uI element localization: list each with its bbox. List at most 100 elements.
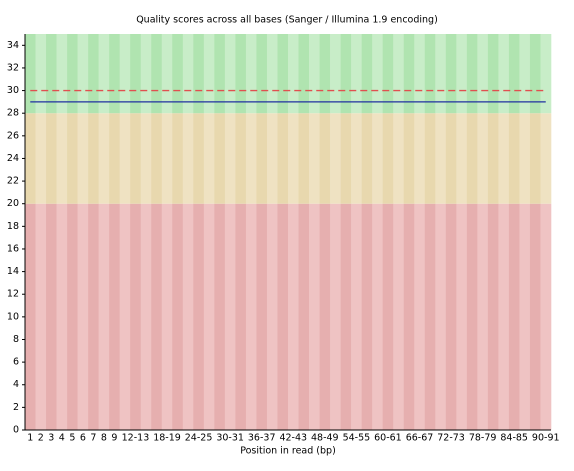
quality-band xyxy=(151,203,163,430)
y-tick-label: 14 xyxy=(7,266,19,277)
quality-band xyxy=(46,113,57,204)
quality-band xyxy=(309,113,320,204)
quality-band xyxy=(98,113,110,204)
x-tick-label: 1 xyxy=(27,433,33,444)
quality-band xyxy=(414,203,426,430)
quality-band xyxy=(182,34,194,114)
x-tick-label: 3 xyxy=(48,433,54,444)
quality-band xyxy=(140,113,152,204)
quality-band xyxy=(487,113,499,204)
quality-band xyxy=(330,113,341,204)
quality-band xyxy=(46,203,57,430)
quality-band xyxy=(277,113,289,204)
y-tick-label: 6 xyxy=(13,357,19,368)
quality-band xyxy=(372,34,383,114)
quality-band xyxy=(151,34,163,114)
y-tick-label: 32 xyxy=(7,62,19,73)
quality-band xyxy=(466,113,478,204)
quality-band xyxy=(445,113,457,204)
y-tick-label: 34 xyxy=(7,40,19,51)
x-tick-label: 30-31 xyxy=(216,433,244,444)
quality-band xyxy=(498,203,510,430)
y-tick-label: 24 xyxy=(7,153,19,164)
quality-band xyxy=(435,203,447,430)
quality-band xyxy=(266,34,278,114)
x-tick-label: 54-55 xyxy=(343,433,371,444)
quality-band xyxy=(445,203,457,430)
quality-band xyxy=(56,203,68,430)
quality-band xyxy=(393,34,405,114)
quality-band xyxy=(319,34,331,114)
quality-band xyxy=(161,113,173,204)
quality-band xyxy=(508,113,520,204)
quality-band xyxy=(466,203,478,430)
quality-band xyxy=(508,203,520,430)
quality-band xyxy=(77,34,89,114)
x-tick-label: 84-85 xyxy=(500,433,528,444)
quality-band xyxy=(519,203,531,430)
quality-band xyxy=(193,113,205,204)
quality-band xyxy=(224,34,236,114)
quality-band xyxy=(35,113,47,204)
quality-band xyxy=(487,34,499,114)
quality-band xyxy=(445,34,457,114)
x-tick-label: 78-79 xyxy=(469,433,497,444)
quality-band xyxy=(382,34,394,114)
chart-title: Quality scores across all bases (Sanger … xyxy=(136,15,438,26)
x-tick-label: 24-25 xyxy=(185,433,213,444)
quality-band xyxy=(203,203,215,430)
quality-band xyxy=(109,34,120,114)
quality-band xyxy=(424,34,436,114)
quality-band xyxy=(214,203,226,430)
quality-band xyxy=(266,203,278,430)
quality-band xyxy=(140,203,152,430)
quality-band xyxy=(340,34,352,114)
y-tick-label: 12 xyxy=(7,289,19,300)
quality-band xyxy=(98,34,110,114)
quality-band xyxy=(519,113,531,204)
quality-band xyxy=(88,34,99,114)
y-tick-label: 20 xyxy=(7,198,19,209)
quality-band xyxy=(298,203,310,430)
quality-band xyxy=(298,113,310,204)
x-tick-label: 8 xyxy=(101,433,107,444)
quality-band xyxy=(182,113,194,204)
quality-band xyxy=(372,203,383,430)
quality-band xyxy=(435,113,447,204)
quality-band xyxy=(151,113,163,204)
y-tick-label: 28 xyxy=(7,108,19,119)
x-tick-label: 48-49 xyxy=(311,433,339,444)
quality-band xyxy=(298,34,310,114)
quality-band xyxy=(224,203,236,430)
quality-band xyxy=(424,203,436,430)
quality-band xyxy=(498,34,510,114)
quality-band xyxy=(25,203,36,430)
quality-band xyxy=(130,34,142,114)
quality-band xyxy=(277,203,289,430)
x-tick-label: 18-19 xyxy=(153,433,181,444)
quality-band xyxy=(172,203,184,430)
x-tick-label: 60-61 xyxy=(374,433,402,444)
quality-band xyxy=(372,113,383,204)
x-tick-label: 6 xyxy=(80,433,86,444)
x-tick-label: 90-91 xyxy=(532,433,560,444)
quality-band xyxy=(235,113,247,204)
quality-band xyxy=(161,34,173,114)
x-tick-label: 72-73 xyxy=(437,433,465,444)
quality-band xyxy=(109,203,120,430)
quality-band xyxy=(456,203,468,430)
quality-band xyxy=(529,203,541,430)
y-tick-label: 26 xyxy=(7,130,19,141)
quality-band xyxy=(203,34,215,114)
y-tick-label: 18 xyxy=(7,221,19,232)
quality-band xyxy=(382,203,394,430)
quality-band xyxy=(403,113,415,204)
quality-band xyxy=(393,203,405,430)
quality-band xyxy=(403,34,415,114)
quality-band xyxy=(288,34,299,114)
x-axis-label: Position in read (bp) xyxy=(240,446,336,457)
quality-band xyxy=(330,34,341,114)
quality-band xyxy=(140,34,152,114)
quality-band xyxy=(98,203,110,430)
quality-band xyxy=(309,203,320,430)
